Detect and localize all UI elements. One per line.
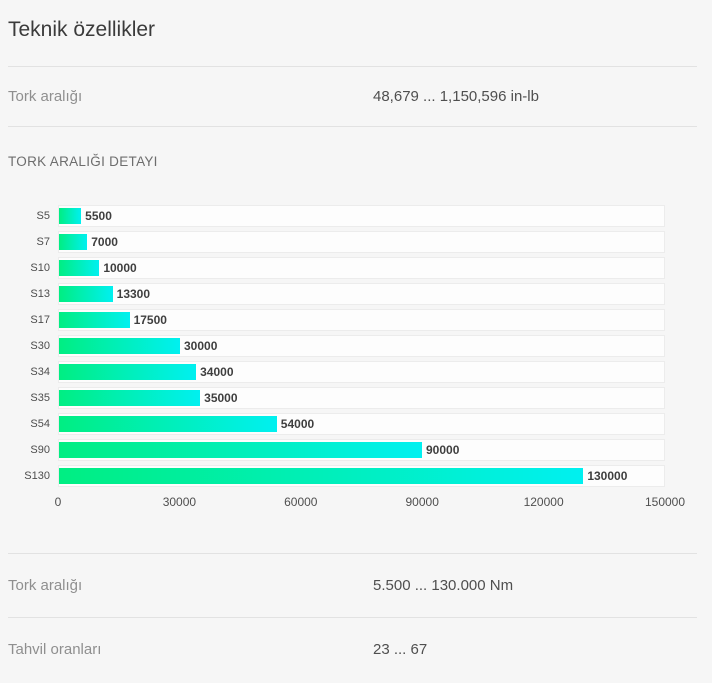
bar-value-label: 54000 xyxy=(280,417,315,431)
category-label: S130 xyxy=(24,470,50,482)
x-axis: 0 30000 60000 90000 120000 150000 xyxy=(54,491,685,511)
spec-value: 48,679 ... 1,150,596 in-lb xyxy=(373,88,539,105)
chart-row: S10 10000 xyxy=(8,257,665,279)
spec-value: 5.500 ... 130.000 Nm xyxy=(373,577,514,594)
bar-value-label: 13300 xyxy=(116,287,151,301)
spec-row-ratios: Tahvil oranları 23 ... 67 xyxy=(8,618,704,681)
category-label: S35 xyxy=(30,392,50,404)
spec-row-torque-range-nm: Tork aralığı 5.500 ... 130.000 Nm xyxy=(8,554,704,617)
bar-track: 130000 xyxy=(58,465,665,487)
x-axis-tick-label: 120000 xyxy=(523,495,564,509)
section-header-torque-detail: TORK ARALIĞI DETAYI xyxy=(8,154,158,169)
spacer xyxy=(8,511,704,553)
bar xyxy=(59,208,82,224)
bar-value-label: 30000 xyxy=(184,339,218,353)
x-axis-tick-label: 60000 xyxy=(284,495,318,509)
spec-row-torque-range-inlb: Tork aralığı 48,679 ... 1,150,596 in-lb xyxy=(8,67,704,126)
category-label: S30 xyxy=(30,340,50,352)
bar xyxy=(59,364,197,380)
chart-row: S17 17500 xyxy=(8,309,665,331)
separator xyxy=(8,617,697,618)
category-label: S10 xyxy=(30,262,50,274)
bar-track: 35000 xyxy=(58,387,665,409)
bar-track: 90000 xyxy=(58,439,665,461)
x-axis-tick-label: 150000 xyxy=(644,495,686,509)
bar xyxy=(59,390,201,406)
bar-track: 34000 xyxy=(58,361,665,383)
bar-value-label: 130000 xyxy=(587,469,628,483)
bar-value-label: 10000 xyxy=(103,261,137,275)
category-label: S54 xyxy=(30,418,50,430)
separator xyxy=(8,126,697,127)
separator xyxy=(8,553,697,554)
bar-value-label: 5500 xyxy=(85,209,112,223)
chart-row: S7 7000 xyxy=(8,231,665,253)
separator xyxy=(8,66,697,67)
bar xyxy=(59,442,422,458)
spec-label: Tork aralığı xyxy=(8,577,83,594)
chart-row: S34 34000 xyxy=(8,361,665,383)
bar xyxy=(59,338,180,354)
bar xyxy=(59,416,277,432)
chart-row: S35 35000 xyxy=(8,387,665,409)
bar xyxy=(59,468,584,484)
x-axis-tick-label: 90000 xyxy=(405,495,439,509)
category-label: S13 xyxy=(30,288,50,300)
bar-value-label: 90000 xyxy=(426,443,460,457)
category-label: S34 xyxy=(30,366,50,378)
chart-row: S30 30000 xyxy=(8,335,665,357)
bar-value-label: 17500 xyxy=(133,313,167,327)
bar-track: 5500 xyxy=(58,205,665,227)
bar-value-label: 35000 xyxy=(204,391,238,405)
bar xyxy=(59,286,113,302)
bar-track: 17500 xyxy=(58,309,665,331)
bar-track: 13300 xyxy=(58,283,665,305)
page-title: Teknik özellikler xyxy=(8,18,156,41)
bar xyxy=(59,234,88,250)
chart-row: S130 130000 xyxy=(8,465,665,487)
chart-row: S13 13300 xyxy=(8,283,665,305)
category-label: S7 xyxy=(36,236,50,248)
bar-track: 7000 xyxy=(58,231,665,253)
spec-value: 23 ... 67 xyxy=(373,641,428,658)
bar-track: 30000 xyxy=(58,335,665,357)
bar-value-label: 7000 xyxy=(91,235,118,249)
x-axis-tick-label: 30000 xyxy=(162,495,197,509)
chart-row: S90 90000 xyxy=(8,439,665,461)
torque-range-bar-chart: S5 5500 S7 7000 S10 10000 S13 13300 S17 17500 S30 3… xyxy=(8,205,685,511)
bar xyxy=(59,312,130,328)
chart-row: S5 5500 xyxy=(8,205,665,227)
spec-label: Tahvil oranları xyxy=(8,641,102,658)
category-label: S17 xyxy=(30,314,50,326)
bar-track: 10000 xyxy=(58,257,665,279)
chart-row: S54 54000 xyxy=(8,413,665,435)
x-axis-tick-label: 0 xyxy=(54,495,62,509)
bar-track: 54000 xyxy=(58,413,665,435)
bar-rows: S5 5500 S7 7000 S10 10000 S13 13300 S17 17500 S30 3… xyxy=(8,205,665,487)
bar xyxy=(59,260,100,276)
spec-label: Tork aralığı xyxy=(8,88,83,105)
bar-value-label: 34000 xyxy=(200,365,234,379)
category-label: S5 xyxy=(36,210,50,222)
category-label: S90 xyxy=(30,444,50,456)
